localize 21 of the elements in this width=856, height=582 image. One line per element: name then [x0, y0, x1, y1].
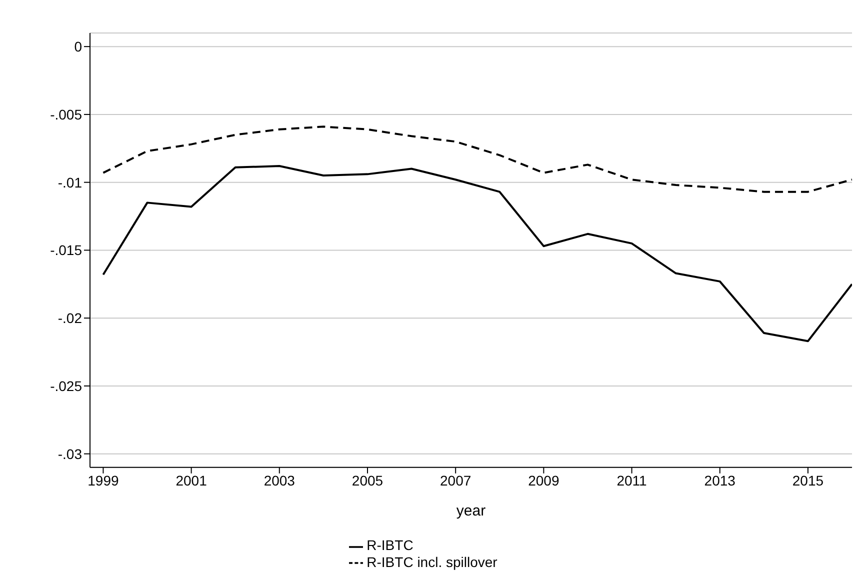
- legend-label: R-IBTC: [366, 537, 414, 554]
- line-series: [102, 126, 852, 193]
- x-tick-label: 2009: [528, 472, 560, 488]
- x-tick-label: 2001: [176, 472, 208, 488]
- x-tick-label: 2007: [440, 472, 472, 488]
- x-tick-label: 2011: [616, 472, 648, 488]
- x-tick-label: 1999: [88, 472, 119, 488]
- y-tick-label: 0: [74, 38, 82, 55]
- y-tick-label: -.015: [50, 242, 82, 258]
- x-tick-label: 2015: [792, 472, 824, 488]
- y-tick-label: -.02: [58, 310, 82, 326]
- x-tick-label: 2005: [352, 472, 384, 488]
- y-tick-label: -.01: [58, 174, 82, 190]
- legend-label: R-IBTC incl. spillover: [366, 554, 498, 570]
- x-axis-title: year: [456, 502, 486, 520]
- x-tick-label: 2013: [704, 472, 736, 488]
- y-tick-label: -.03: [58, 446, 82, 462]
- x-tick-label: 2003: [264, 472, 296, 488]
- line-series: [102, 165, 852, 342]
- y-tick-label: -.025: [50, 378, 82, 394]
- y-tick-label: -.005: [50, 106, 82, 122]
